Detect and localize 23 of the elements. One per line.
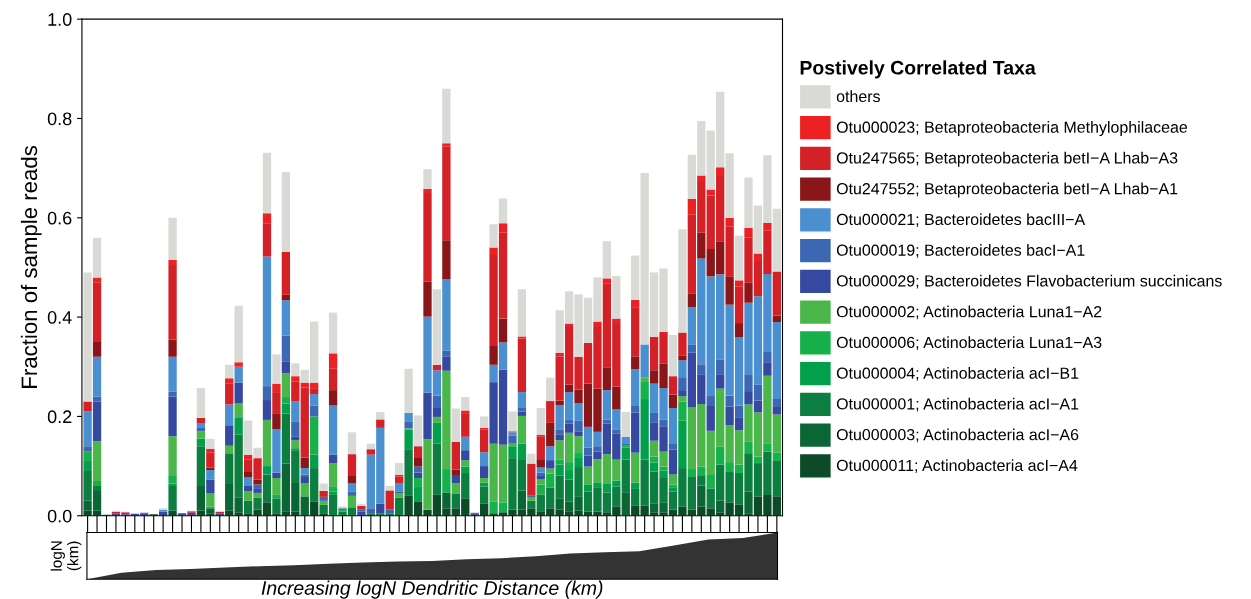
y-tick-label: 0.8 xyxy=(47,112,72,126)
legend-label: Otu000006; Actinobacteria Luna1−A3 xyxy=(836,336,1102,350)
legend-label: Otu000029; Bacteroidetes Flavobacterium succinicans xyxy=(836,274,1222,289)
x-axis-title: Increasing logN Dendritic Distance (km) xyxy=(261,580,603,599)
legend-label: Otu000002; Actinobacteria Luna1−A2 xyxy=(836,305,1102,320)
y-tick-label: 0.6 xyxy=(47,211,72,225)
legend-title: Postively Correlated Taxa xyxy=(800,60,1036,79)
y-tick-label: 0.2 xyxy=(47,410,72,424)
legend-label: others xyxy=(836,90,880,103)
y-tick-label: 0.4 xyxy=(47,311,72,324)
legend-label: Otu000021; Bacteroidetes bacIII−A xyxy=(836,213,1086,227)
y-tick-label: 1.0 xyxy=(48,13,72,26)
y-axis-title: logN (km) xyxy=(50,541,82,571)
legend-label: Otu000004; Actinobacteria acI−B1 xyxy=(836,367,1079,381)
y-axis-title: Fraction of sample reads xyxy=(20,145,42,388)
legend-label: Otu000019; Bacteroidetes bacI−A1 xyxy=(836,244,1085,258)
legend-label: Otu247552; Betaproteobacteria betI−A Lhab−A1 xyxy=(836,182,1178,198)
legend-label: Otu000003; Actinobacteria acI−A6 xyxy=(836,428,1079,443)
y-tick-label: 0.0 xyxy=(47,509,72,523)
legend-label: Otu000023; Betaproteobacteria Methylophilaceae xyxy=(836,121,1188,136)
legend-label: Otu000011; Actinobacteria acI−A4 xyxy=(836,459,1078,473)
legend-label: Otu247565; Betaproteobacteria betI−A Lhab−A3 xyxy=(836,151,1178,167)
legend-label: Otu000001; Actinobacteria acI−A1 xyxy=(836,397,1079,412)
